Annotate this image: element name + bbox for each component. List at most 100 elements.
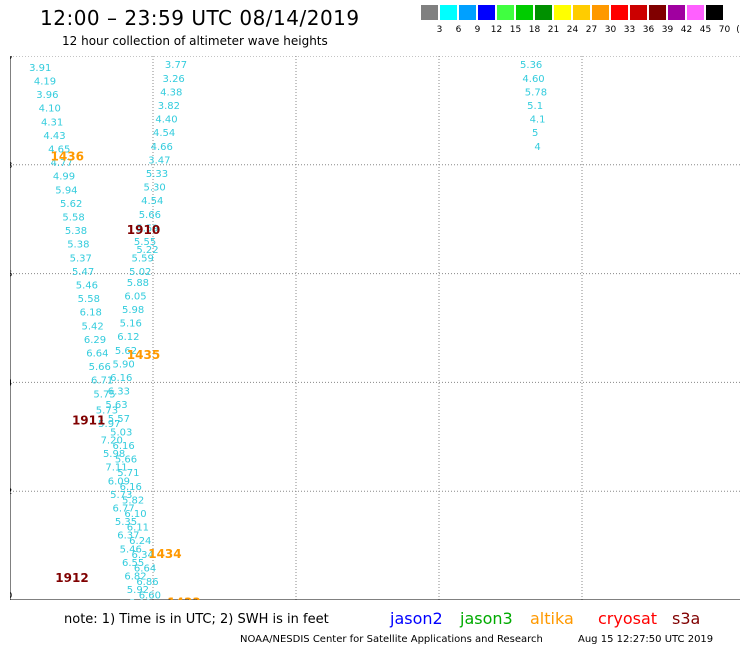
- swh-label: 5.42: [82, 321, 104, 332]
- footer-timestamp: Aug 15 12:27:50 UTC 2019: [578, 634, 714, 645]
- swh-label: 4.77: [51, 158, 73, 169]
- swh-label: 6.82: [124, 572, 146, 583]
- legend-swatch: [649, 5, 666, 20]
- legend-swatch: [459, 5, 476, 20]
- legend-unit: (ft): [736, 25, 740, 35]
- pass-time-label: 1436: [51, 150, 84, 164]
- swh-label: 5.46: [76, 280, 98, 291]
- swh-label: 5.36: [520, 60, 542, 71]
- swh-label: 5.90: [112, 359, 134, 370]
- satellite-jason2: jason2: [390, 609, 443, 628]
- swh-label: 4: [534, 142, 540, 153]
- swh-label: 5.59: [136, 223, 158, 234]
- legend-swatch: [516, 5, 533, 20]
- swh-label: 5.66: [115, 455, 137, 466]
- swh-label: 5.66: [89, 362, 111, 373]
- swh-label: 7.11: [105, 463, 127, 474]
- swh-label: 3.26: [163, 74, 185, 85]
- swh-label: 4.38: [160, 87, 182, 98]
- swh-label: 5.58: [78, 294, 100, 305]
- swh-label: 5.62: [60, 199, 82, 210]
- legend-swatch: [592, 5, 609, 20]
- legend-swatch: [478, 5, 495, 20]
- swh-label: 6.71: [91, 376, 113, 387]
- swh-label: 4.99: [53, 172, 75, 183]
- swh-label: 6.10: [124, 509, 146, 520]
- swh-label: 5.97: [98, 419, 120, 430]
- swh-label: 6.34: [132, 550, 154, 561]
- swh-label: 5.57: [108, 414, 130, 425]
- swh-label: 4.66: [151, 142, 173, 153]
- lat-tick-label: 30: [10, 56, 12, 61]
- legend-label: 30: [604, 25, 617, 35]
- legend-label: 15: [509, 25, 522, 35]
- legend-swatch: [573, 5, 590, 20]
- wave-height-map: 302826242220-135-132-129-126-123-1243.91…: [10, 56, 740, 600]
- swh-label: 5.82: [122, 495, 144, 506]
- swh-label: 5.73: [96, 406, 118, 417]
- legend-swatch: [421, 5, 438, 20]
- swh-label: 5.73: [110, 490, 132, 501]
- swh-label: 5.75: [93, 389, 115, 400]
- pass-time-label: 1912: [55, 571, 88, 585]
- swh-label: 5.63: [105, 400, 127, 411]
- swh-label: 6.29: [84, 335, 106, 346]
- swh-label: 5.98: [122, 305, 144, 316]
- swh-label: 6.64: [134, 563, 156, 574]
- legend-swatch: [611, 5, 628, 20]
- legend-label: 3: [436, 25, 443, 35]
- legend-label: 70: [718, 25, 731, 35]
- swh-label: 5.33: [146, 169, 168, 180]
- swh-label: 6.16: [110, 373, 132, 384]
- legend-swatch: [554, 5, 571, 20]
- swh-label: 5.92: [127, 585, 149, 596]
- swh-label: 6.55: [122, 558, 144, 569]
- legend-swatch: [440, 5, 457, 20]
- legend-swatch: [535, 5, 552, 20]
- swh-label: 5.37: [70, 253, 92, 264]
- swh-label: 4.40: [155, 115, 177, 126]
- swh-label: 5.38: [67, 240, 89, 251]
- legend-label: 18: [528, 25, 541, 35]
- swh-label: 5.98: [103, 449, 125, 460]
- legend-swatch: [497, 5, 514, 20]
- legend-swatch: [706, 5, 723, 20]
- swh-label: 4.43: [43, 131, 65, 142]
- swh-label: 3.91: [29, 63, 51, 74]
- swh-label: 6.05: [124, 291, 146, 302]
- legend-label: 42: [680, 25, 693, 35]
- swh-label: 5.88: [127, 278, 149, 289]
- pass-time-label: 1910: [127, 223, 160, 237]
- pass-time-label: 1435: [127, 348, 160, 362]
- pass-time-label: 1433: [167, 596, 200, 600]
- swh-label: 6.18: [80, 308, 102, 319]
- swh-label: 5.62: [115, 346, 137, 357]
- map-subtitle: 12 hour collection of altimeter wave hei…: [62, 34, 328, 48]
- pass-time-label: 1434: [148, 547, 181, 561]
- swh-label: 5.58: [62, 212, 84, 223]
- swh-label: 6.11: [127, 523, 149, 534]
- swh-label: 4.60: [522, 74, 544, 85]
- swh-label: 6.09: [108, 476, 130, 487]
- legend-label: 27: [585, 25, 598, 35]
- swh-label: 6.77: [112, 504, 134, 515]
- legend-label: 39: [661, 25, 674, 35]
- swh-label: 4.54: [153, 128, 175, 139]
- legend-label: 21: [547, 25, 560, 35]
- legend-label: 36: [642, 25, 655, 35]
- swh-label: 6.12: [117, 332, 139, 343]
- swh-label: 5.03: [110, 427, 132, 438]
- legend-label: 33: [623, 25, 636, 35]
- lat-tick-label: 20: [10, 591, 12, 600]
- lat-tick-label: 28: [10, 161, 12, 170]
- swh-label: 5.16: [120, 319, 142, 330]
- legend-label: 6: [455, 25, 462, 35]
- satellite-cryosat: cryosat: [598, 609, 658, 628]
- swh-label: 4.31: [41, 117, 63, 128]
- legend-label: 45: [699, 25, 712, 35]
- swh-label: 7.20: [101, 436, 123, 447]
- swh-label: 6.60: [139, 591, 161, 600]
- satellite-altika: altika: [530, 609, 574, 628]
- swh-label: 6.16: [112, 441, 134, 452]
- swh-label: 5.35: [115, 517, 137, 528]
